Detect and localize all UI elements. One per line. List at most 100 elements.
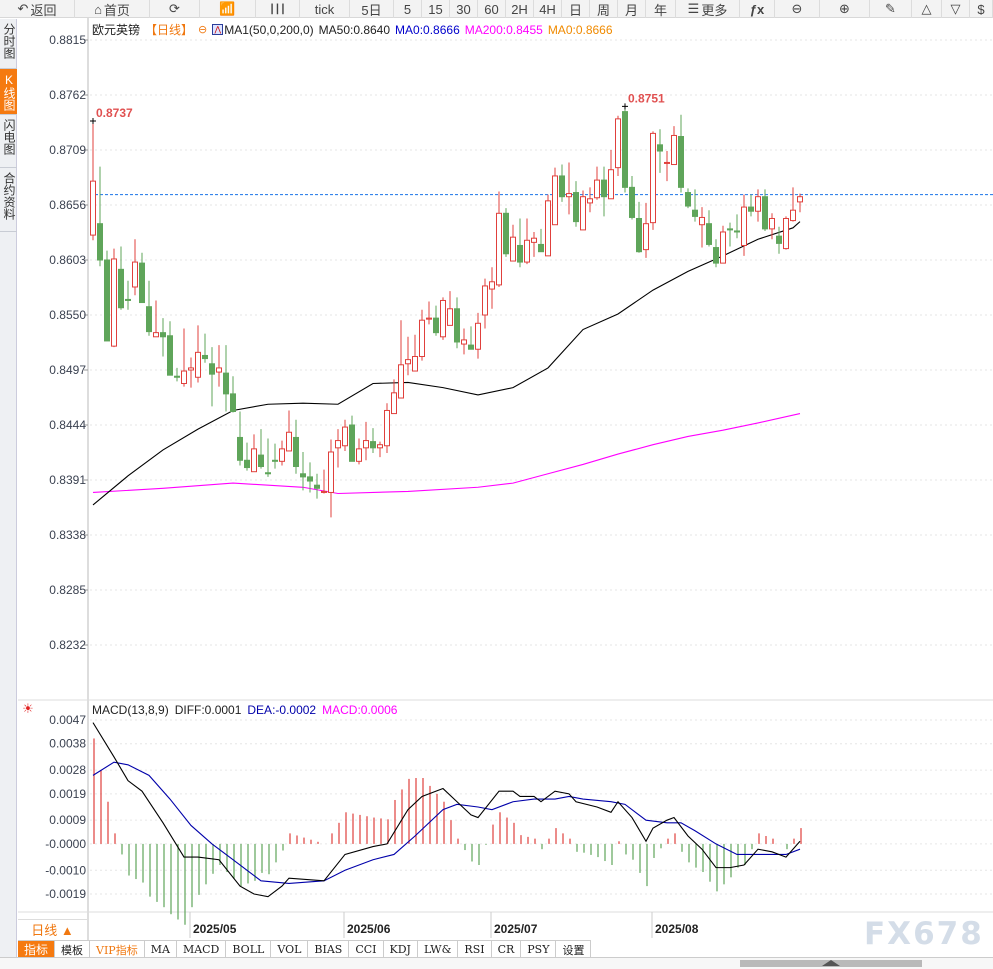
toolbar-label: 30 xyxy=(456,1,471,17)
tab-cci[interactable]: CCI xyxy=(349,941,384,958)
period-label: 【日线】 xyxy=(145,23,194,37)
tab-boll[interactable]: BOLL xyxy=(226,941,272,958)
candle xyxy=(405,336,411,376)
candle xyxy=(328,439,334,518)
period-年-button[interactable]: 年 xyxy=(646,0,676,18)
candle xyxy=(377,441,383,458)
candle-body xyxy=(552,175,558,226)
indicator-chart-button[interactable]: 📶 xyxy=(200,0,256,18)
period-30-button[interactable]: 30 xyxy=(450,0,478,18)
price-tick-label: 0.8391 xyxy=(49,473,86,487)
tab-指标[interactable]: 指标 xyxy=(18,941,56,958)
horizontal-scrollbar[interactable] xyxy=(0,957,993,969)
candle xyxy=(97,166,103,267)
scroll-up-arrow-icon[interactable] xyxy=(822,960,840,966)
home-button[interactable]: ⌂ 首页 xyxy=(75,0,150,18)
ma-indicator-icon[interactable]: ⋀ xyxy=(212,24,224,35)
candle-body xyxy=(776,235,782,244)
month-label: 2025/05 xyxy=(193,922,237,936)
zoom-in-button[interactable]: ⊕ xyxy=(820,0,870,18)
period-2H-button[interactable]: 2H xyxy=(506,0,534,18)
fx-button[interactable]: ƒx xyxy=(740,0,775,18)
zoom-out-button[interactable]: ⊖ xyxy=(775,0,820,18)
candle xyxy=(510,224,516,262)
sidebar-item-label: 合约资料 xyxy=(2,172,16,220)
candle xyxy=(741,194,747,256)
period-selector[interactable]: 日线 ▲ xyxy=(18,919,88,939)
period-15-button[interactable]: 15 xyxy=(422,0,450,18)
pen-button[interactable]: ✎ xyxy=(870,0,912,18)
triangle-down-button[interactable]: ▽ xyxy=(942,0,970,18)
sidebar-item-contract-info[interactable]: 合约资料 xyxy=(0,168,17,232)
period-月-button[interactable]: 月 xyxy=(618,0,646,18)
period-5日-button[interactable]: 5日 xyxy=(350,0,394,18)
candle-body xyxy=(307,476,313,482)
toolbar-label: 返回 xyxy=(30,2,57,18)
triangle-up-button[interactable]: △ xyxy=(912,0,942,18)
candle-body xyxy=(321,490,327,493)
candle xyxy=(657,129,663,173)
candle xyxy=(356,438,362,465)
candle xyxy=(524,218,530,265)
indicator-settings-icon[interactable]: ☀ xyxy=(22,701,34,716)
candle-body xyxy=(503,212,509,255)
ma200-line xyxy=(92,413,801,495)
candle-body xyxy=(419,319,425,358)
refresh-button[interactable]: ⟳ xyxy=(150,0,200,18)
candle xyxy=(650,131,656,230)
candle-body xyxy=(475,322,481,350)
candle-body xyxy=(517,244,523,263)
period-周-button[interactable]: 周 xyxy=(590,0,618,18)
candle-body xyxy=(531,237,537,243)
tab-模板[interactable]: 模板 xyxy=(55,941,91,958)
price-tick-label: 0.8232 xyxy=(49,638,86,652)
tab-kdj[interactable]: KDJ xyxy=(383,941,418,958)
candle xyxy=(167,321,173,376)
tab-bias[interactable]: BIAS xyxy=(308,941,350,958)
candlestick-button[interactable]: ┃┃┃ xyxy=(256,0,300,18)
sidebar-item-flash-chart[interactable]: 闪电图 xyxy=(0,115,17,168)
candle-body xyxy=(762,196,768,230)
tab-psy[interactable]: PSY xyxy=(521,941,557,958)
candle-body xyxy=(461,339,467,345)
candle-body xyxy=(559,175,565,198)
candle-body xyxy=(349,424,355,462)
menu-button[interactable]: ☰ 更多 xyxy=(676,0,740,18)
period-日-button[interactable]: 日 xyxy=(562,0,590,18)
symbol-name: 欧元英镑 xyxy=(92,23,141,37)
tab-macd[interactable]: MACD xyxy=(176,941,227,958)
period-5-button[interactable]: 5 xyxy=(394,0,422,18)
macd-tick-label: 0.0038 xyxy=(49,737,86,751)
candle-body xyxy=(713,247,719,264)
candle-body xyxy=(566,193,572,198)
candle xyxy=(104,250,110,342)
candle xyxy=(461,328,467,355)
tab-cr[interactable]: CR xyxy=(491,941,522,958)
price-tick-label: 0.8762 xyxy=(49,88,86,102)
candle xyxy=(314,473,320,499)
tab-vip指标[interactable]: VIP指标 xyxy=(90,941,145,958)
remove-circle-icon[interactable]: ⊖ xyxy=(198,24,208,36)
sidebar-item-kline-chart[interactable]: K线图 xyxy=(0,69,17,115)
high-marker xyxy=(622,103,628,110)
candle-body xyxy=(727,228,733,231)
tab-vol[interactable]: VOL xyxy=(271,941,309,958)
tab-lw&[interactable]: LW& xyxy=(417,941,459,958)
period-tick-button[interactable]: tick xyxy=(300,0,350,18)
toolbar-label: 60 xyxy=(484,1,499,17)
period-60-button[interactable]: 60 xyxy=(478,0,506,18)
candle xyxy=(391,379,397,415)
home-icon: ⌂ xyxy=(94,1,102,17)
toolbar-label: 更多 xyxy=(701,2,728,18)
period-4H-button[interactable]: 4H xyxy=(534,0,562,18)
toolbar-label: 年 xyxy=(653,2,667,18)
tab-rsi[interactable]: RSI xyxy=(458,941,492,958)
candle-body xyxy=(265,472,271,475)
sidebar-item-time-chart[interactable]: 分时图 xyxy=(0,19,17,69)
tab-设置[interactable]: 设置 xyxy=(556,941,592,958)
dollar-button[interactable]: $ xyxy=(970,0,993,18)
tab-ma[interactable]: MA xyxy=(144,941,177,958)
candle xyxy=(230,376,236,413)
back-arrow-button[interactable]: ↶ 返回 xyxy=(0,0,75,18)
